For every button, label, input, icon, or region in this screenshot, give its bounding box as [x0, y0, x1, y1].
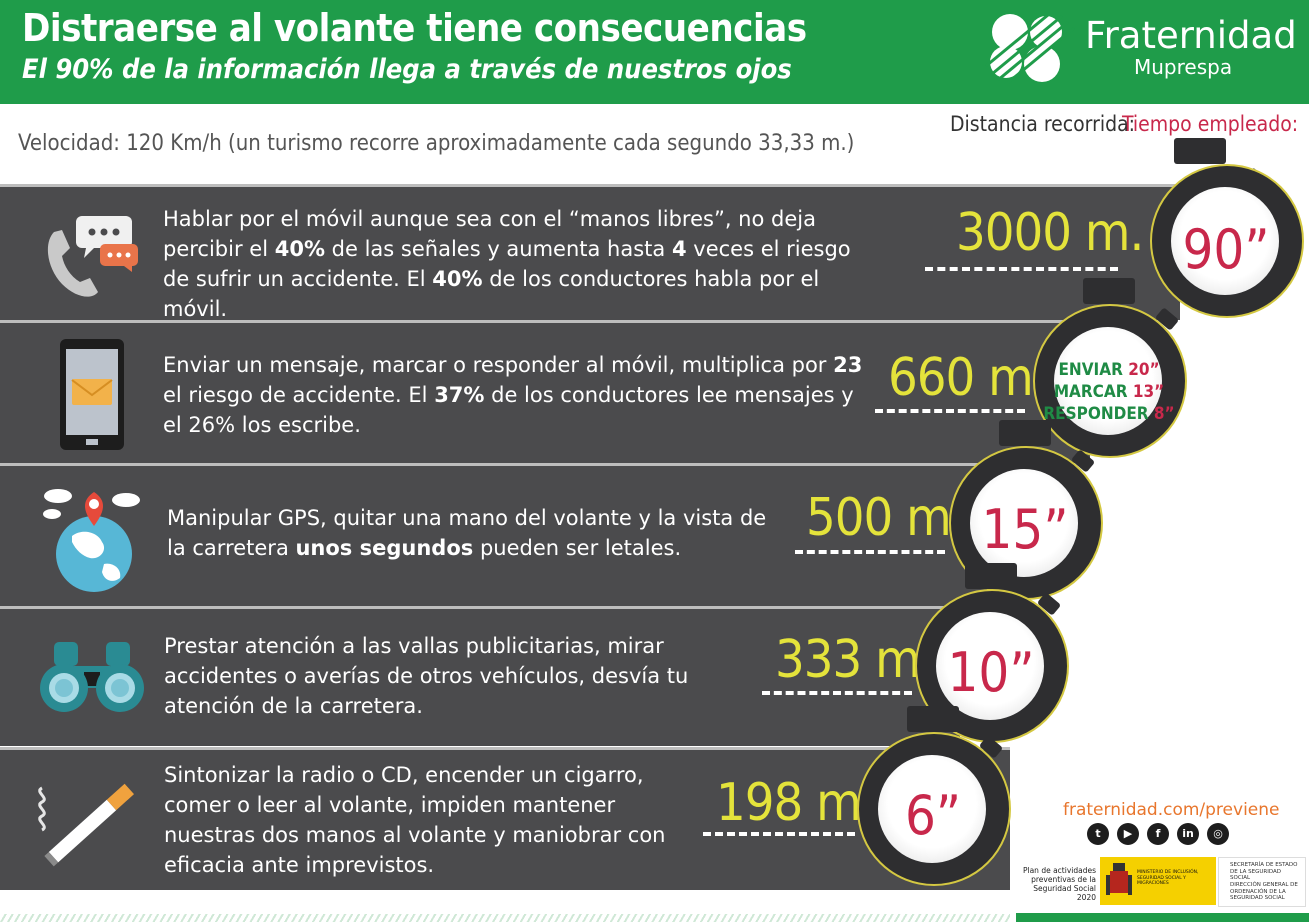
bottom-stripe: [0, 914, 1010, 922]
stopwatch: 15”: [949, 420, 1109, 616]
time-value: 6”: [904, 784, 962, 847]
page-title: Distraerse al volante tiene consecuencia…: [22, 6, 807, 50]
time-breakdown: ENVIAR 20” MARCAR 13” RESPONDER 8”: [1043, 360, 1175, 424]
dash-line: [703, 832, 855, 836]
page-subtitle: El 90% de la información llega a través …: [22, 54, 792, 85]
dash-line: [925, 267, 1118, 271]
distance-value: 333 m.: [775, 630, 935, 690]
bottom-green-bar: [1016, 913, 1309, 922]
direccion-text: DIRECCIÓN GENERAL DE ORDENACIÓN DE LA SE…: [1230, 882, 1298, 901]
social-security-box: [1218, 857, 1306, 907]
youtube-icon[interactable]: ▶: [1117, 823, 1139, 845]
gps-globe-icon: [43, 489, 140, 592]
row-text-gps: Manipular GPS, quitar una mano del volan…: [167, 506, 767, 560]
ministry-text: MINISTERIO DE INCLUSIÓN, SEGURIDAD SOCIA…: [1137, 870, 1199, 886]
stopwatch: 6”: [857, 706, 1017, 902]
brand-name: Fraternidad: [1085, 14, 1297, 57]
website-link[interactable]: fraternidad.com/previene: [1063, 800, 1280, 820]
linkedin-icon[interactable]: in: [1177, 823, 1199, 845]
stopwatch: ENVIAR 20” MARCAR 13” RESPONDER 8”: [1033, 278, 1193, 474]
row-band-cigarette: [0, 747, 1010, 890]
distance-label: Distancia recorrida:: [950, 112, 1136, 136]
row-text-message: Enviar un mensaje, marcar o responder al…: [163, 353, 863, 437]
row-band-billboards: [0, 606, 960, 746]
distance-value: 500 m.: [806, 488, 966, 548]
twitter-icon[interactable]: t: [1087, 823, 1109, 845]
distance-value: 660 m.: [888, 348, 1048, 408]
row-text-billboards: Prestar atención a las vallas publicitar…: [164, 634, 689, 718]
distance-value: 3000 m.: [956, 203, 1144, 263]
plan-text: Plan de actividades preventivas de la Se…: [1022, 866, 1096, 902]
coat-of-arms-icon: [1106, 863, 1132, 895]
dash-line: [875, 409, 1025, 413]
time-value: 10”: [947, 641, 1035, 704]
row-band-message: [0, 320, 1090, 463]
distance-value: 198 m.: [716, 773, 876, 833]
time-value: 90”: [1182, 218, 1270, 281]
binoculars-icon: [40, 642, 144, 712]
dash-line: [795, 550, 945, 554]
speed-note: Velocidad: 120 Km/h (un turismo recorre …: [18, 131, 855, 156]
ministry-logo: [1100, 857, 1216, 905]
instagram-icon[interactable]: ◎: [1207, 823, 1229, 845]
row-text-cigarette: Sintonizar la radio o CD, encender un ci…: [164, 763, 666, 877]
phone-chat-icon: [47, 216, 138, 297]
row-band-phone: [0, 184, 1180, 320]
brand-subname: Muprespa: [1134, 55, 1233, 79]
row-band-gps: [0, 463, 1010, 606]
time-value: 15”: [981, 498, 1069, 561]
cigarette-icon: [38, 783, 134, 867]
stopwatch: 90”: [1150, 138, 1309, 338]
smartphone-message-icon: [60, 339, 124, 450]
time-label: Tiempo empleado:: [1122, 112, 1299, 136]
dash-line: [762, 691, 912, 695]
secretaria-text: SECRETARÍA DE ESTADO DE LA SEGURIDAD SOC…: [1230, 862, 1298, 881]
fraternidad-logo-icon: [985, 12, 1075, 84]
row-text-phone: Hablar por el móvil aunque sea con el “m…: [163, 207, 851, 321]
header-bar: [0, 0, 1309, 104]
facebook-icon[interactable]: f: [1147, 823, 1169, 845]
